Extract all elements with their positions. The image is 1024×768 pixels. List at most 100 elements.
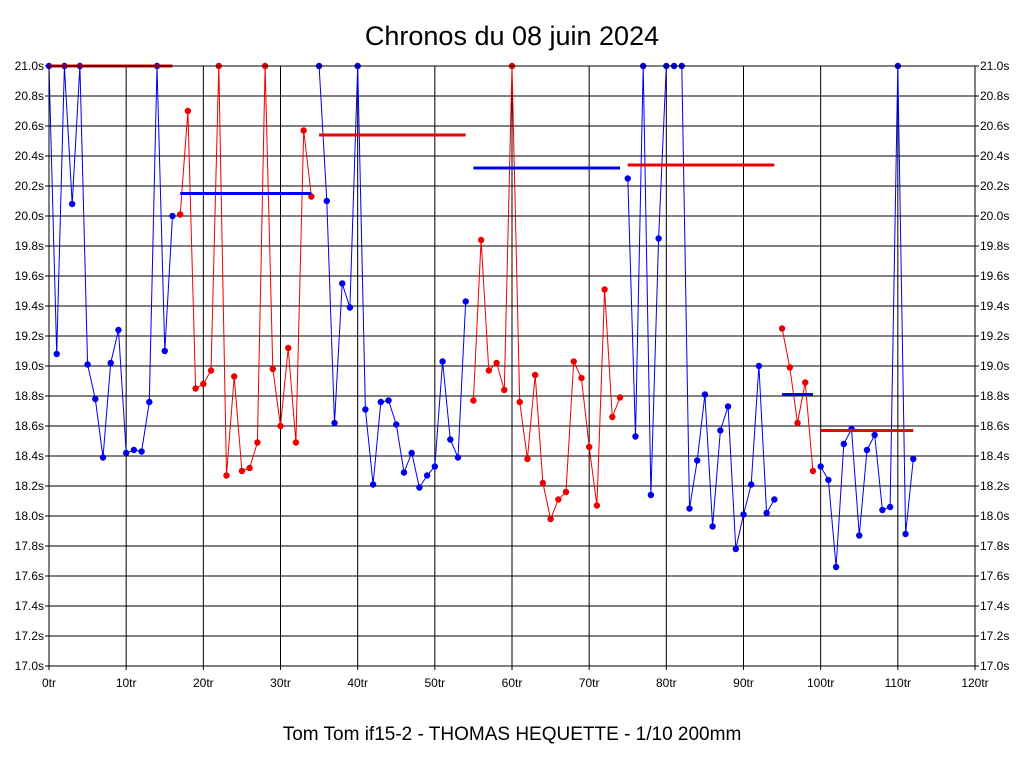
data-point <box>701 391 709 398</box>
data-point <box>439 358 446 365</box>
y-tick-label-right: 20.0s <box>980 209 1009 223</box>
series-run-6 <box>778 325 817 475</box>
chart-footer: Tom Tom if15-2 - THOMAS HEQUETTE - 1/10 … <box>283 724 742 745</box>
y-axis-right-labels: 17.0s 17.2s 17.4s 17.6s 17.8s 18.0s 18.2s 18.4s… <box>980 59 1009 673</box>
data-point <box>647 491 655 499</box>
x-tick-label: 120tr <box>961 676 988 690</box>
data-point <box>339 280 346 287</box>
series-run-4 <box>470 62 624 523</box>
series-line <box>627 65 775 550</box>
data-point <box>161 347 168 355</box>
y-tick-label-right: 18.4s <box>980 449 1009 463</box>
data-point <box>825 476 832 484</box>
y-axis-left-labels: 17.0s 17.2s 17.4s 17.6s 17.8s 18.0s 18.2s 18.4s… <box>15 59 44 673</box>
chart-title: Chronos du 08 juin 2024 <box>365 21 659 51</box>
y-tick-label-right: 18.8s <box>980 389 1009 403</box>
y-tick-label-left: 19.6s <box>15 269 44 283</box>
y-tick-label-right: 18.6s <box>980 419 1009 433</box>
data-point <box>886 503 894 511</box>
x-tick-label: 40tr <box>347 676 368 690</box>
data-point <box>400 469 408 476</box>
data-point <box>863 446 871 454</box>
x-tick-label: 80tr <box>656 676 677 690</box>
data-point <box>238 467 246 475</box>
data-point <box>146 398 153 406</box>
data-point <box>99 454 107 461</box>
y-tick-label-left: 20.2s <box>15 179 44 193</box>
data-point <box>470 397 477 404</box>
data-point <box>755 362 763 370</box>
data-point <box>555 496 562 503</box>
y-tick-label-right: 21.0s <box>980 59 1009 73</box>
y-tick-label-right: 19.2s <box>980 329 1009 343</box>
data-point <box>717 427 724 434</box>
data-point <box>277 422 284 430</box>
data-point <box>771 496 778 503</box>
data-point <box>686 505 693 512</box>
data-point <box>632 433 639 440</box>
data-point <box>68 200 76 208</box>
data-point <box>207 367 215 374</box>
data-point <box>493 359 500 367</box>
data-point <box>694 457 701 464</box>
data-point <box>609 413 616 421</box>
data-point <box>578 374 585 382</box>
y-tick-label-right: 17.2s <box>980 629 1009 643</box>
y-tick-label-left: 17.6s <box>15 569 44 583</box>
data-point <box>732 545 739 553</box>
y-tick-label-right: 18.2s <box>980 479 1009 493</box>
data-point <box>709 523 716 530</box>
series-group <box>45 62 917 571</box>
data-point <box>740 511 747 518</box>
y-tick-label-right: 17.6s <box>980 569 1009 583</box>
data-point <box>624 175 631 182</box>
y-tick-label-left: 17.2s <box>15 629 44 643</box>
y-tick-label-left: 17.0s <box>15 659 44 673</box>
data-point <box>122 449 130 457</box>
data-point <box>547 515 554 523</box>
y-tick-label-right: 20.2s <box>980 179 1009 193</box>
data-point <box>53 350 60 358</box>
data-point <box>501 386 508 394</box>
data-point <box>285 344 292 352</box>
data-point <box>200 380 207 388</box>
x-tick-label: 100tr <box>807 676 834 690</box>
data-point <box>524 455 531 463</box>
x-tick-label: 10tr <box>116 676 137 690</box>
data-point <box>809 467 817 475</box>
data-point <box>269 365 276 373</box>
data-point <box>92 395 99 403</box>
y-tick-label-left: 18.6s <box>15 419 44 433</box>
y-tick-label-left: 19.4s <box>15 299 44 313</box>
data-point <box>223 472 230 479</box>
data-point <box>778 325 786 332</box>
data-point <box>593 502 601 509</box>
data-point <box>254 439 261 446</box>
data-point <box>246 464 253 472</box>
data-point <box>879 506 886 514</box>
data-point <box>902 530 909 538</box>
data-point <box>107 359 114 367</box>
series-run-2 <box>176 62 315 479</box>
data-point <box>871 431 878 439</box>
y-tick-label-left: 19.2s <box>15 329 44 343</box>
data-point <box>130 446 138 454</box>
x-tick-label: 90tr <box>733 676 754 690</box>
data-point <box>416 484 423 491</box>
data-point <box>585 443 593 451</box>
data-point <box>184 107 192 115</box>
data-point <box>840 440 848 448</box>
data-point <box>724 403 732 410</box>
data-point <box>786 364 793 371</box>
data-point <box>817 463 824 470</box>
y-tick-label-left: 20.8s <box>15 89 44 103</box>
data-point <box>562 488 570 496</box>
y-tick-label-left: 21.0s <box>15 59 44 73</box>
data-point <box>655 235 662 242</box>
data-point <box>910 455 917 463</box>
x-tick-label: 70tr <box>579 676 600 690</box>
data-point <box>169 212 176 220</box>
data-point <box>431 463 439 470</box>
x-tick-label: 0tr <box>42 676 56 690</box>
y-tick-label-left: 19.0s <box>15 359 44 373</box>
